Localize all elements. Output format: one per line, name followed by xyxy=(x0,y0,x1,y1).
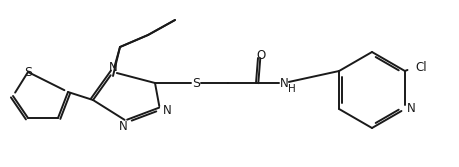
Text: Cl: Cl xyxy=(415,60,427,73)
Text: N: N xyxy=(109,60,118,73)
Text: O: O xyxy=(257,48,266,61)
Text: N: N xyxy=(407,103,415,116)
Text: S: S xyxy=(24,65,32,78)
Text: N: N xyxy=(162,104,171,117)
Text: S: S xyxy=(192,76,200,90)
Text: N: N xyxy=(118,121,128,133)
Text: H: H xyxy=(288,84,296,94)
Text: N: N xyxy=(280,76,288,90)
